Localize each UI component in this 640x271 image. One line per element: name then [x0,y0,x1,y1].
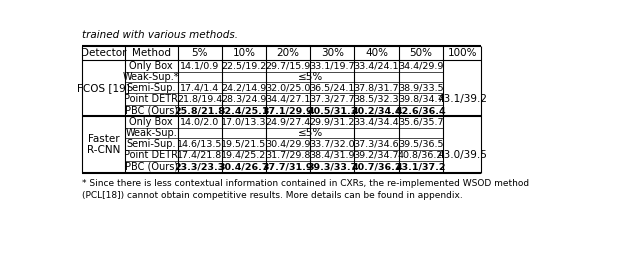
Text: Semi-Sup.: Semi-Sup. [127,83,176,93]
Text: 43.1/37.2: 43.1/37.2 [396,162,446,171]
Text: 28.3/24.9: 28.3/24.9 [221,95,267,104]
Text: 35.6/35.7: 35.6/35.7 [398,118,444,127]
Text: Faster
R-CNN: Faster R-CNN [87,134,120,155]
Text: 32.4/25.1: 32.4/25.1 [219,106,269,115]
Text: 37.8/31.7: 37.8/31.7 [354,83,399,92]
Text: 36.5/24.1: 36.5/24.1 [310,83,355,92]
Text: Point DETR: Point DETR [124,94,179,104]
Text: Semi-Sup.: Semi-Sup. [127,139,176,149]
Text: PBC (Ours): PBC (Ours) [125,162,178,172]
Text: 37.3/34.6: 37.3/34.6 [354,139,399,148]
Text: 24.9/27.4: 24.9/27.4 [266,118,310,127]
Text: 100%: 100% [447,48,477,58]
Text: 14.0/2.0: 14.0/2.0 [180,118,220,127]
Text: 40.2/34.4: 40.2/34.4 [351,106,402,115]
Text: 38.9/33.5: 38.9/33.5 [398,83,444,92]
Text: 33.7/32.0: 33.7/32.0 [310,139,355,148]
Text: Only Box: Only Box [129,117,173,127]
Text: 42.6/36.4: 42.6/36.4 [396,106,446,115]
Text: 40.8/36.2: 40.8/36.2 [398,151,444,160]
Text: Weak-Sup.*: Weak-Sup.* [123,72,180,82]
Text: 14.6/13.5: 14.6/13.5 [177,139,223,148]
Text: 39.8/34.7: 39.8/34.7 [398,95,444,104]
Text: 33.1/19.7: 33.1/19.7 [310,62,355,70]
Text: ≤5%: ≤5% [298,72,323,82]
Text: Method: Method [132,48,171,58]
Text: 22.5/19.2: 22.5/19.2 [221,62,266,70]
Text: 37.7/31.9: 37.7/31.9 [263,162,314,171]
Text: 17.4/1.4: 17.4/1.4 [180,83,220,92]
Text: PBC (Ours): PBC (Ours) [125,106,178,116]
Text: 39.3/33.7: 39.3/33.7 [307,162,357,171]
Text: 10%: 10% [232,48,255,58]
Text: * Since there is less contextual information contained in CXRs, the re-implement: * Since there is less contextual informa… [83,179,529,200]
Text: 38.5/32.3: 38.5/32.3 [354,95,399,104]
Text: 34.4/29.9: 34.4/29.9 [398,62,444,70]
Text: 38.4/31.9: 38.4/31.9 [310,151,355,160]
Text: 37.1/29.9: 37.1/29.9 [263,106,314,115]
Text: 19.5/21.5: 19.5/21.5 [221,139,266,148]
Text: 20%: 20% [276,48,300,58]
Text: Detector: Detector [81,48,126,58]
Text: 34.4/27.1: 34.4/27.1 [266,95,311,104]
Text: 39.2/34.7: 39.2/34.7 [354,151,399,160]
Text: trained with various methods.: trained with various methods. [83,30,238,40]
Text: 43.1/39.2: 43.1/39.2 [437,94,487,104]
Text: 5%: 5% [191,48,208,58]
Text: 33.4/34.4: 33.4/34.4 [354,118,399,127]
Text: 40.5/31.3: 40.5/31.3 [307,106,357,115]
Text: 31.7/29.8: 31.7/29.8 [266,151,311,160]
Text: ≤5%: ≤5% [298,128,323,138]
Text: Only Box: Only Box [129,61,173,71]
Text: 29.9/31.2: 29.9/31.2 [310,118,355,127]
Text: 32.0/25.0: 32.0/25.0 [266,83,311,92]
Text: 19.4/25.2: 19.4/25.2 [221,151,266,160]
Text: Weak-Sup.: Weak-Sup. [125,128,177,138]
Text: 33.4/24.1: 33.4/24.1 [354,62,399,70]
Text: 17.0/13.3: 17.0/13.3 [221,118,267,127]
Text: 37.3/27.7: 37.3/27.7 [310,95,355,104]
Text: 50%: 50% [409,48,432,58]
Text: 30.4/29.9: 30.4/29.9 [266,139,311,148]
Text: 29.7/15.9: 29.7/15.9 [266,62,310,70]
Text: FCOS [19]: FCOS [19] [77,83,130,93]
Text: 17.4/21.8: 17.4/21.8 [177,151,222,160]
Text: 25.8/21.8: 25.8/21.8 [174,106,225,115]
Text: 43.0/39.5: 43.0/39.5 [437,150,487,160]
Text: Point DETR: Point DETR [124,150,179,160]
Text: 40.7/36.2: 40.7/36.2 [351,162,402,171]
Text: 30%: 30% [321,48,344,58]
Text: 39.5/36.5: 39.5/36.5 [398,139,444,148]
Text: 21.8/19.4: 21.8/19.4 [177,95,222,104]
Text: 23.3/23.3: 23.3/23.3 [175,162,225,171]
Text: 40%: 40% [365,48,388,58]
Text: 14.1/0.9: 14.1/0.9 [180,62,220,70]
Text: 24.2/14.9: 24.2/14.9 [221,83,266,92]
Text: 30.4/26.7: 30.4/26.7 [219,162,269,171]
